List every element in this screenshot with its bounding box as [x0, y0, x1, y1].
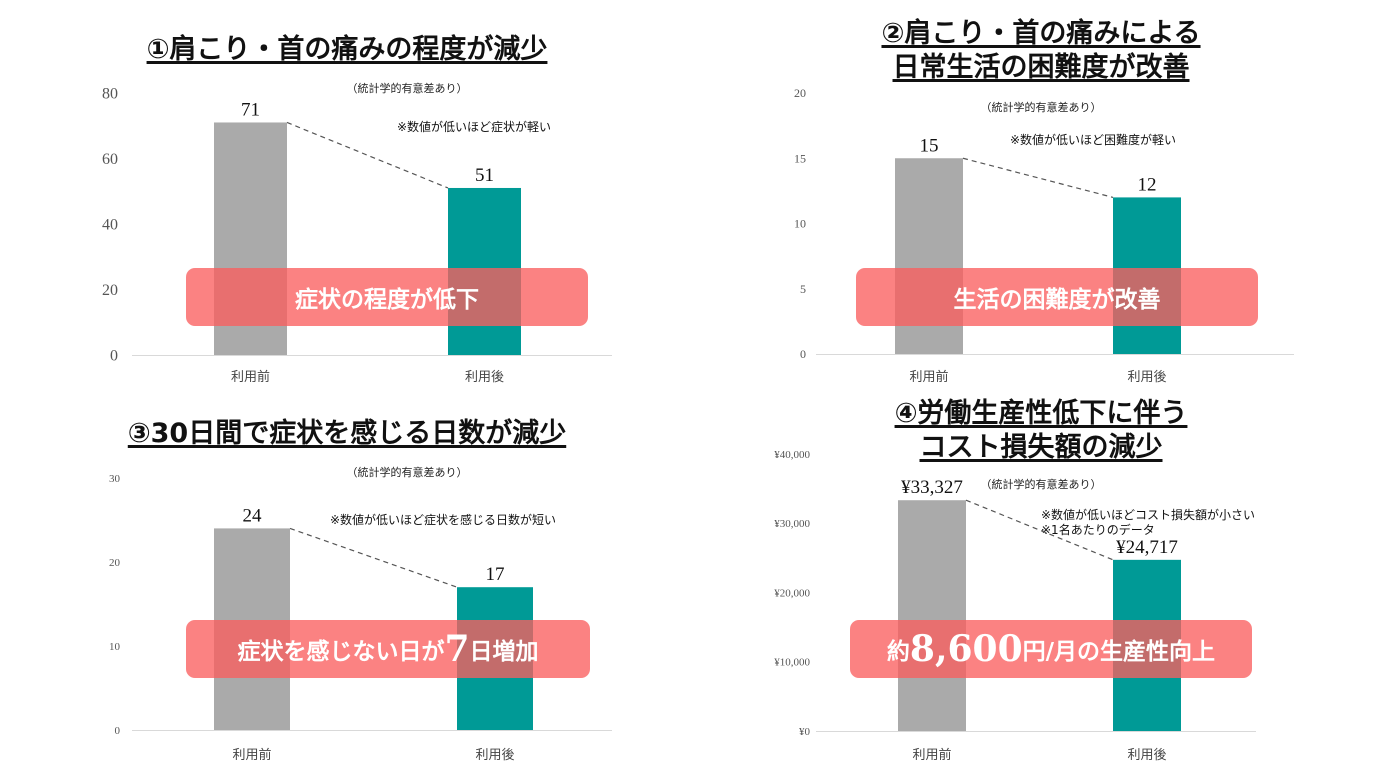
title-line: コスト損失額の減少	[919, 432, 1163, 463]
axis-note: ※数値が低いほど困難度が軽い	[1010, 133, 1176, 148]
bar-1	[898, 500, 966, 731]
bar-chart: ¥0 ¥10,000 ¥20,000 ¥30,000 ¥40,000 ¥33,327 ¥24…	[774, 449, 1256, 763]
bar-chart: 0 5 10 15 20 15 12 利用前 利用後	[794, 86, 1294, 385]
data-label: 12	[1138, 174, 1157, 195]
y-tick-label: 15	[794, 151, 806, 165]
data-label: 17	[486, 564, 505, 585]
axis-note: ※数値が低いほどコスト損失額が小さい ※1名あたりのデータ	[1041, 508, 1255, 538]
significance-note: （統計学的有意差あり）	[980, 478, 1102, 491]
y-tick-label: ¥40,000	[774, 449, 810, 461]
y-tick-label: 20	[109, 557, 121, 569]
y-tick-label: ¥20,000	[774, 587, 810, 599]
x-category-label: 利用前	[912, 747, 951, 763]
banner-highlight-number: 8,600	[909, 628, 1023, 670]
banner-text: 日増加	[469, 639, 539, 665]
y-tick-label: ¥30,000	[774, 518, 810, 530]
chart-title: ②肩こり・首の痛みによる 日常生活の困難度が改善	[694, 18, 1388, 84]
significance-note: （統計学的有意差あり）	[346, 466, 468, 479]
result-banner: 約 8,600 円/月の生産性向上	[850, 620, 1252, 678]
axis-note-line: ※1名あたりのデータ	[1041, 523, 1155, 537]
chart-panel-3: ③30日間で症状を感じる日数が減少 （統計学的有意差あり） ※数値が低いほど症状…	[0, 390, 694, 780]
chart-panel-2: ②肩こり・首の痛みによる 日常生活の困難度が改善 （統計学的有意差あり） ※数値…	[694, 0, 1388, 390]
result-banner: 生活の困難度が改善	[856, 268, 1258, 326]
significance-note: （統計学的有意差あり）	[346, 82, 468, 95]
title-line: ③30日間で症状を感じる日数が減少	[127, 418, 567, 449]
y-tick-label: ¥0	[799, 726, 811, 738]
y-tick-label: 10	[109, 641, 121, 653]
data-label: 71	[241, 99, 260, 120]
significance-note: （統計学的有意差あり）	[980, 101, 1102, 114]
title-line: 日常生活の困難度が改善	[892, 52, 1190, 83]
trend-connector	[286, 121, 449, 189]
y-tick-label: 60	[102, 151, 118, 168]
x-category-label: 利用前	[232, 747, 271, 763]
y-tick-label: 40	[102, 217, 118, 234]
y-tick-label: 0	[115, 725, 121, 737]
x-category-label: 利用後	[465, 370, 504, 385]
trend-connector	[965, 499, 1114, 561]
data-label: ¥24,717	[1116, 537, 1178, 558]
trend-connector	[962, 157, 1114, 198]
title-line: ②肩こり・首の痛みによる	[881, 18, 1201, 49]
axis-note-line: ※数値が低いほど症状を感じる日数が短い	[330, 513, 557, 527]
banner-text: 症状を感じない日が	[237, 639, 445, 665]
title-line: ①肩こり・首の痛みの程度が減少	[146, 34, 548, 65]
result-banner: 症状を感じない日が 7 日増加	[186, 620, 590, 678]
x-category-label: 利用後	[1127, 748, 1166, 763]
banner-highlight-number: 7	[444, 628, 470, 670]
x-category-label: 利用前	[231, 369, 270, 385]
axis-note-line: ※数値が低いほど困難度が軽い	[1010, 133, 1177, 147]
y-tick-label: ¥10,000	[774, 657, 810, 669]
axis-note-line: ※数値が低いほどコスト損失額が小さい	[1041, 508, 1256, 522]
chart-panel-4: ④労働生産性低下に伴う コスト損失額の減少 （統計学的有意差あり） ※数値が低い…	[694, 390, 1388, 780]
axis-note-line: ※数値が低いほど症状が軽い	[397, 120, 552, 134]
banner-text: 円/月の生産性向上	[1022, 639, 1216, 665]
data-label: 51	[475, 165, 494, 186]
banner-text: 生活の困難度が改善	[953, 287, 1161, 313]
y-tick-label: 20	[102, 282, 118, 299]
chart-title: ③30日間で症状を感じる日数が減少	[0, 418, 694, 450]
bar-chart: 0 20 40 60 80 71 51 利用前 利用後	[102, 86, 612, 385]
bar-chart: 0 10 20 30 24 17 利用前 利用後	[109, 473, 612, 763]
data-label: 15	[920, 135, 939, 156]
y-tick-label: 20	[794, 86, 806, 100]
x-category-label: 利用後	[475, 748, 514, 763]
banner-text: 症状の程度が低下	[295, 287, 479, 313]
y-tick-label: 0	[800, 347, 806, 361]
result-banner: 症状の程度が低下	[186, 268, 588, 326]
x-category-label: 利用後	[1127, 370, 1166, 385]
y-tick-label: 10	[794, 217, 806, 231]
banner-text: 約	[886, 639, 910, 665]
chart-panel-1: ①肩こり・首の痛みの程度が減少 （統計学的有意差あり） ※数値が低いほど症状が軽…	[0, 0, 694, 390]
y-tick-label: 0	[110, 348, 118, 365]
y-tick-label: 80	[102, 86, 118, 103]
data-label: 24	[243, 505, 263, 526]
chart-title: ④労働生産性低下に伴う コスト損失額の減少	[694, 398, 1388, 464]
chart-title: ①肩こり・首の痛みの程度が減少	[0, 34, 694, 66]
axis-note: ※数値が低いほど症状が軽い	[397, 120, 551, 135]
axis-note: ※数値が低いほど症状を感じる日数が短い	[330, 513, 556, 528]
x-category-label: 利用前	[909, 369, 948, 385]
y-tick-label: 30	[109, 473, 121, 485]
y-tick-label: 5	[800, 282, 806, 296]
trend-connector	[289, 527, 458, 588]
title-line: ④労働生産性低下に伴う	[894, 398, 1188, 429]
data-label: ¥33,327	[901, 477, 963, 498]
